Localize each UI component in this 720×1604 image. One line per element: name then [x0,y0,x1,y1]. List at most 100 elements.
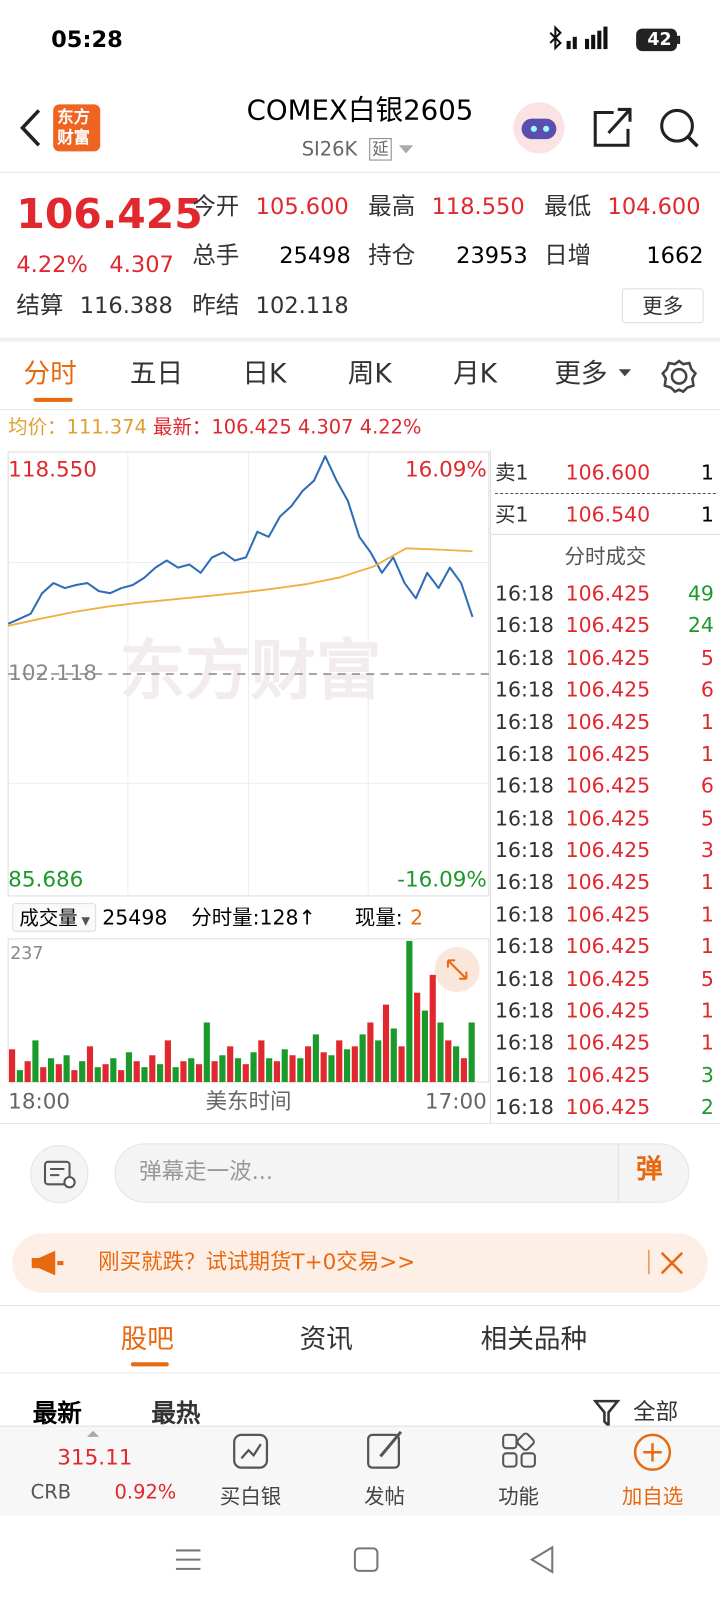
trade-price: 106.425 [565,901,651,927]
bid-label: 买1 [495,502,529,527]
trade-price: 106.425 [565,773,651,798]
volume-bar [468,1022,475,1083]
more-button[interactable]: 更多 [621,288,704,324]
y-tick-label: 118.550 [8,457,97,482]
settings-button[interactable] [661,358,698,395]
comment-placeholder: 弹幕走一波... [139,1159,274,1186]
latest-pct: 4.22% [359,416,422,439]
expand-icon [446,959,468,980]
trade-time: 16:18 [495,612,554,638]
volume-bar [16,1070,23,1083]
volume-bar [266,1058,273,1083]
index-value: 315.11 [57,1445,133,1470]
banner-text: 刚买就跌？试试期货T+0交易>> [98,1249,416,1275]
volume-bar [141,1067,148,1083]
content-tab[interactable]: 股吧 [120,1324,174,1356]
battery-level: 42 [647,29,672,51]
divider [617,1143,619,1203]
field-value: 104.600 [607,194,701,220]
volume-bar [24,1061,31,1083]
volume-bar [429,974,436,1083]
index-pct: 0.92% [114,1480,177,1504]
trade-time: 16:18 [495,998,554,1023]
volume-bar [94,1067,101,1083]
close-button[interactable] [660,1251,685,1276]
trade-price: 106.425 [565,612,651,638]
volume-bar [118,1070,125,1083]
nav-label[interactable]: 发帖 [364,1483,406,1509]
content-tab[interactable]: 相关品种 [480,1324,588,1356]
latest-label: 最新： [153,416,212,439]
period-tab[interactable]: 五日 [129,358,184,390]
volume-bar [63,1055,70,1083]
period-tab[interactable]: 日K [242,358,287,390]
trade-time: 16:18 [495,1030,554,1055]
last-price: 106.425 [16,191,203,239]
subtitle: SI26K [301,138,358,161]
current-volume: 2 [410,905,424,930]
trade-price: 106.425 [565,1030,651,1055]
nav-label[interactable]: 功能 [498,1483,539,1509]
trade-time: 16:18 [495,741,554,766]
volume-bar [47,1058,55,1083]
volume-selector[interactable]: 成交量 ▼ [12,903,97,932]
back-button[interactable] [14,106,45,149]
trade-price: 106.425 [565,965,651,991]
trade-qty: 1 [700,869,714,895]
trade-time: 16:18 [495,965,554,991]
filter-all[interactable]: 全部 [633,1400,679,1426]
trade-qty: 1 [700,933,714,959]
volume-bar [55,1064,62,1083]
period-tab[interactable]: 分时 [23,358,77,390]
volume-bar [102,1064,109,1083]
info-line: 均价：111.374 最新：106.425 4.307 4.22% [8,418,421,437]
danmaku-button[interactable]: 弹 [636,1154,663,1186]
nav-label[interactable]: 买白银 [219,1483,282,1509]
trade-price: 106.425 [565,645,651,670]
intraday-chart: 东方财富118.550102.11885.68616.09%-16.09%237… [7,451,490,1115]
volume-bar [110,1058,117,1083]
field-value: 23953 [456,243,528,269]
period-tab[interactable]: 月K [453,358,498,390]
period-tab[interactable]: 周K [347,358,392,390]
volume-bar [79,1061,86,1083]
price-line [7,455,474,625]
trade-qty: 1 [700,709,714,734]
volume-bar [273,1061,281,1083]
divider [0,1122,720,1124]
sort-latest[interactable]: 最新 [32,1399,82,1428]
promo-banner[interactable] [12,1233,708,1293]
trade-time: 16:18 [495,1094,554,1119]
trade-time: 16:18 [495,869,554,895]
selector-text: 成交量 [19,907,78,930]
dropdown-arrow[interactable] [398,143,414,155]
nav-label[interactable]: 加自选 [621,1483,684,1509]
avg-value: 111.374 [66,416,147,439]
bottom-nav [0,1425,720,1517]
trade-price: 106.425 [565,869,651,895]
megaphone-icon [31,1250,64,1276]
watermark: 东方财富 [120,633,382,709]
app-logo: 东方 财富 [53,104,101,152]
trades-title: 分时成交 [564,544,647,569]
divider [0,337,720,342]
period-tab[interactable]: 更多 [554,358,608,390]
field-label: 持仓 [368,242,416,269]
volume-bar [9,1049,16,1083]
up-arrow [86,1430,100,1437]
volume-bar [258,1040,265,1083]
volume-bar [219,1055,226,1083]
trade-time: 16:18 [495,677,554,702]
nav-icons [233,1430,672,1471]
field-value: 105.600 [255,194,349,220]
volume-bar [453,1046,460,1083]
field-value: 1662 [646,243,704,269]
comment-input[interactable] [114,1143,690,1203]
avg-label: 均价： [8,416,67,439]
sort-hot[interactable]: 最热 [151,1399,201,1428]
ask-label: 卖1 [495,460,529,485]
volume-bar [125,1052,133,1083]
status-icons [549,25,681,52]
content-tab[interactable]: 资讯 [299,1324,353,1356]
danmaku-settings[interactable] [29,1143,90,1204]
